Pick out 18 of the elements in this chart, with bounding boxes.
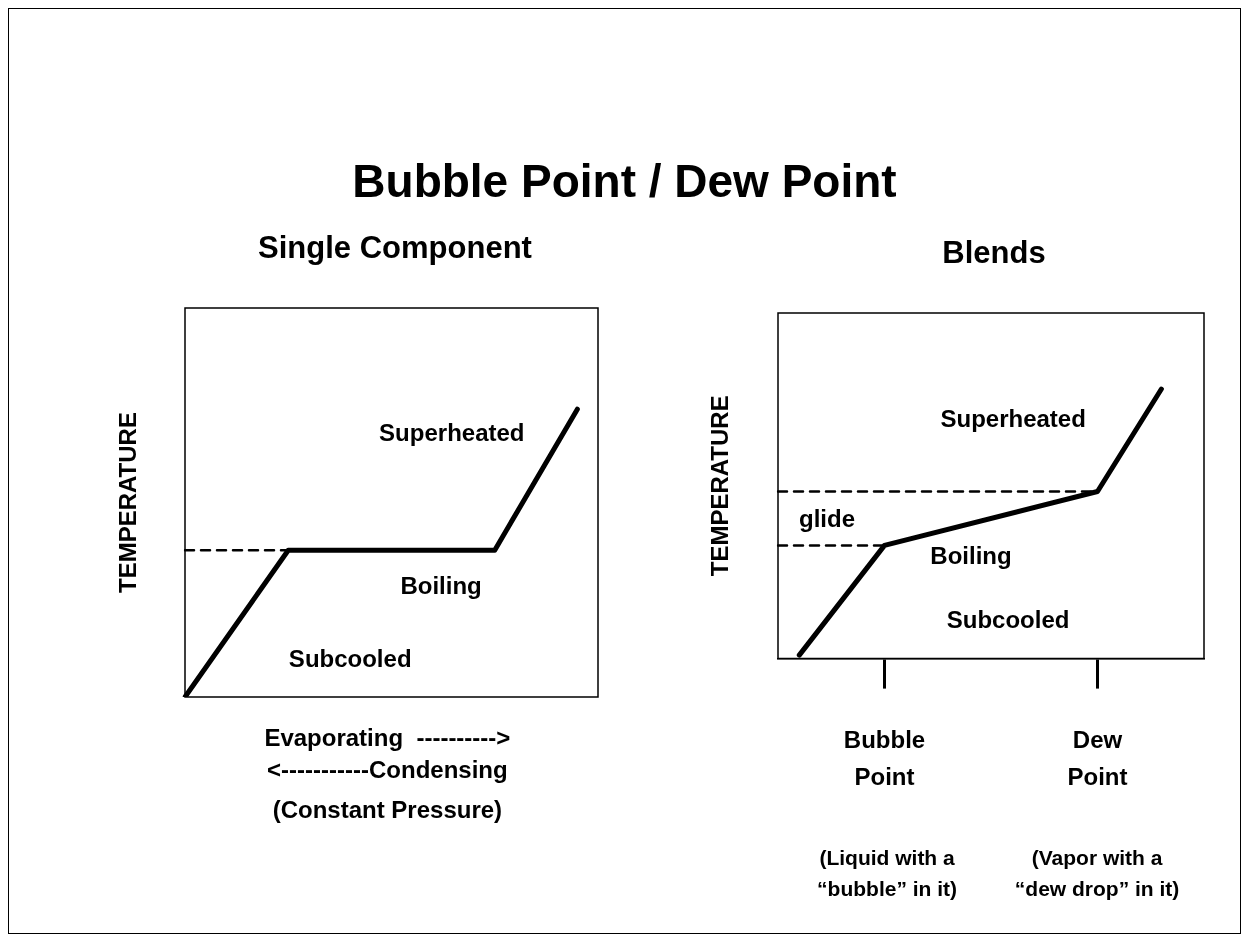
x-tick-label: Bubble Point [843,725,926,791]
annotation: Subcooled [288,644,412,672]
x-axis-title: Evaporating ----------> <-----------Condensing [264,723,511,783]
chart-title: Blends [941,235,1047,271]
y-axis-title: TEMPERATURE [705,395,733,577]
annotation: glide [798,504,855,532]
chart-title: Bubble Point / Dew Point [351,154,898,208]
y-axis-title: TEMPERATURE [113,412,141,593]
x-tick-label: Dew Point [1067,725,1128,791]
chart-subtitle: Single Component [257,230,533,266]
annotation: Subcooled [946,605,1070,633]
annotation: Superheated [940,405,1086,433]
annotation: Boiling [930,541,1012,569]
annotation: Superheated [379,418,525,446]
text: (Constant Pressure) [272,795,503,823]
text: (Liquid with a “bubble” in it) [817,845,958,900]
text: (Vapor with a “dew drop” in it) [1014,845,1180,900]
annotation: Boiling [400,571,482,599]
